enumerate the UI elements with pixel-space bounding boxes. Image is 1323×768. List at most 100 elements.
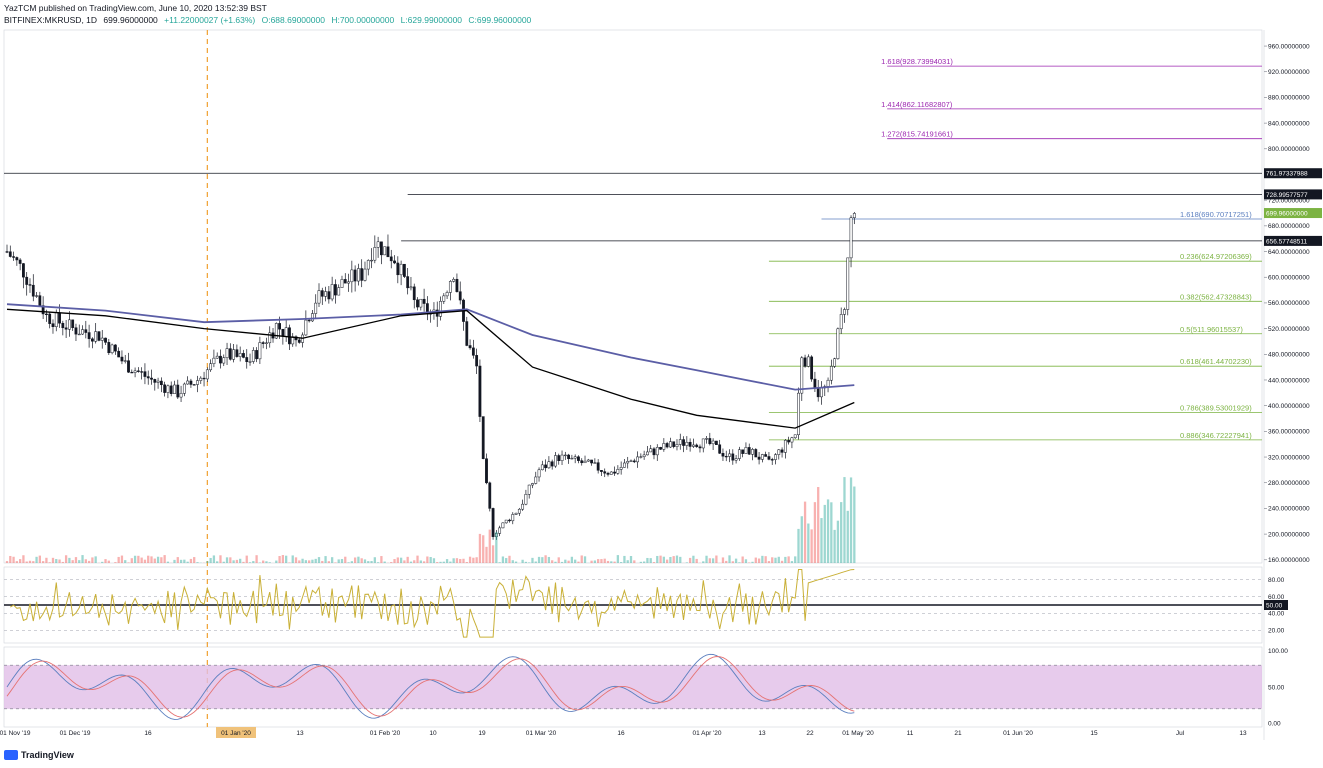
candle-body [652,448,656,456]
candle-body [836,328,840,359]
candle-body [64,327,68,330]
volume-bar [823,504,826,563]
volume-bar [616,555,620,563]
volume-bar [830,502,833,563]
volume-bar [403,560,406,563]
price-tick-label: 840.00000000 [1268,120,1310,127]
volume-bar [449,561,452,563]
tradingview-brand[interactable]: TradingView [4,750,74,760]
stoch-d-line [6,656,855,718]
volume-bar [285,555,288,563]
volume-bar [370,561,373,563]
candle-body [471,347,475,356]
candle-body [393,260,396,264]
candle-body [330,284,334,300]
symbol-label[interactable]: BITFINEX:MKRUSD, 1D [4,15,98,25]
candle-body [573,456,577,459]
candle-body [320,290,324,297]
candle-body [806,356,810,367]
price-tick-label: 360.00000000 [1268,429,1310,436]
candle-body [113,344,117,352]
volume-bar [711,558,715,563]
volume-bar [455,558,459,563]
x-axis-label: 16 [144,730,152,737]
volume-bar [350,561,353,563]
volume-bar [311,559,314,563]
volume-bar [846,510,849,563]
x-axis-highlight [216,727,256,738]
candle-body [412,286,416,301]
publisher-line: YazTCM published on TradingView.com, Jun… [4,3,267,13]
volume-bar [511,560,514,563]
x-axis-label: 16 [617,730,625,737]
fib-level-label: 1.272(815.74191661) [881,130,953,139]
candle-body [665,443,669,448]
candle-body [235,349,239,357]
volume-bar [639,561,643,563]
candle-body [442,295,446,302]
close-value: C:699.96000000 [468,15,532,25]
x-axis-label: Jul [1176,730,1185,737]
candle-body [28,284,32,286]
volume-bar [452,558,455,563]
volume-bar [570,556,574,563]
candle-body [501,522,505,529]
candle-body [734,458,738,461]
volume-bar [665,559,669,563]
candle-body [380,241,383,256]
volume-bar [557,557,560,563]
candle-body [281,328,285,337]
candle-body [104,337,107,343]
candle-body [593,462,597,464]
volume-bar [597,559,600,563]
volume-bar [544,555,547,563]
candle-body [695,444,699,448]
candle-body [41,305,45,315]
volume-bar [12,556,15,563]
candle-body [554,455,557,467]
candle-body [452,278,456,282]
volume-bar [603,558,606,563]
candle-body [84,329,88,333]
volume-bar [432,558,436,563]
candle-body [261,342,265,344]
candle-body [274,323,278,339]
volume-bar [390,562,393,563]
candle-body [570,457,574,460]
volume-bar [485,546,488,563]
candle-body [350,269,354,283]
candle-body [288,327,291,345]
candle-body [48,313,52,324]
volume-bar [101,561,104,563]
candle-body [100,337,104,341]
candle-body [839,314,843,330]
candle-body [682,439,685,446]
candle-body [833,358,837,367]
candle-body [567,454,570,460]
candle-body [662,443,666,450]
volume-bar [721,557,725,563]
volume-bar [209,557,212,563]
volume-bar [537,556,541,563]
volume-bar [9,555,12,563]
volume-bar [442,561,445,563]
volume-bar [820,518,823,563]
volume-bar [360,558,363,563]
candle-body [71,319,75,328]
price-tick-label: 280.00000000 [1268,480,1310,487]
candle-body [718,444,722,454]
price-tick-label: 960.00000000 [1268,43,1310,50]
volume-bar [567,560,570,563]
candle-body [626,461,630,464]
volume-bar [626,560,629,563]
candle-body [90,338,94,342]
volume-bar [725,560,728,563]
volume-bar [600,559,603,563]
candle-body [225,348,229,358]
candle-body [205,369,209,380]
candle-body [465,321,469,346]
x-axis-label: 01 Dec '19 [60,730,91,737]
volume-bar [196,562,199,563]
candle-body [613,471,616,474]
